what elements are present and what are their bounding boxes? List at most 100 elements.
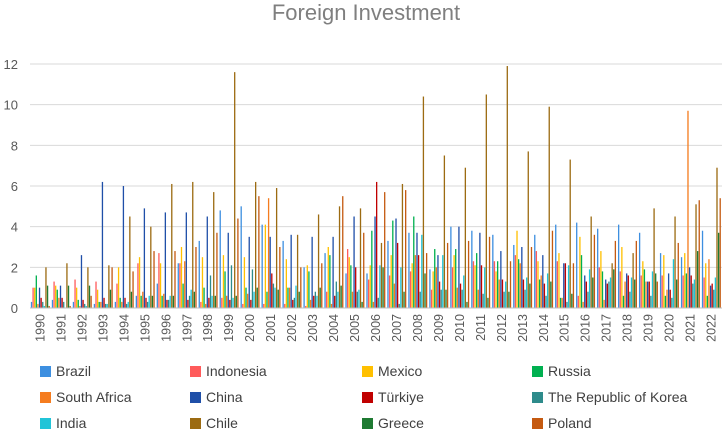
bar-china-2005 (353, 216, 355, 308)
bar-greece-1992 (88, 285, 91, 308)
bar-chile-2008 (422, 96, 425, 308)
bar-chile-1999 (234, 72, 236, 308)
bar-poland-2004 (342, 196, 344, 308)
bar-mexico-2018 (621, 247, 623, 308)
bar-india-1997 (190, 289, 192, 308)
legend-label-indonesia: Indonesia (206, 363, 267, 379)
bar-china-2019 (647, 281, 649, 308)
bar-chile-2021 (695, 204, 697, 308)
bar-russia-1992 (77, 299, 79, 308)
bar-india-2021 (693, 279, 696, 308)
bar-indonesia-2014 (535, 251, 538, 308)
bar-indonesia-2004 (326, 291, 328, 308)
bar-mexico-1997 (180, 247, 183, 308)
bar-india-1992 (85, 305, 87, 308)
bar-india-2012 (505, 281, 507, 308)
x-tick-label: 1992 (75, 314, 89, 342)
bar-poland-2014 (551, 230, 554, 308)
bar-greece-2020 (676, 279, 678, 308)
bar-chile-2014 (548, 106, 550, 308)
bar-indonesia-2000 (242, 303, 244, 308)
bar-greece-2004 (340, 285, 342, 308)
bar-the-republic-of-korea-1992 (84, 303, 86, 308)
bar-brazil-2012 (492, 234, 494, 308)
bar-india-2013 (526, 277, 528, 308)
bar-chile-2013 (527, 151, 529, 308)
x-tick-label: 1996 (159, 314, 173, 342)
bar-india-1998 (211, 295, 213, 308)
bar-chile-2015 (569, 159, 571, 308)
bar-indonesia-1996 (158, 253, 160, 308)
bar-mexico-2007 (390, 255, 392, 308)
bar-the-republic-of-korea-2011 (482, 293, 484, 308)
bar-south-africa-2013 (519, 263, 521, 308)
bars (30, 66, 721, 309)
bar-india-1995 (148, 295, 150, 308)
x-tick-label: 2021 (684, 314, 698, 342)
legend-swatch-mexico (362, 366, 373, 377)
bar-russia-2022 (706, 295, 708, 308)
bar-the-republic-of-korea-2003 (314, 291, 317, 308)
bar-the-republic-of-korea-1993 (105, 303, 107, 308)
bar-t-rkiye-2000 (250, 299, 252, 308)
bar-chile-2004 (338, 206, 341, 308)
bar-greece-2012 (508, 291, 510, 308)
bar-chile-2007 (401, 183, 404, 308)
bar-poland-2022 (719, 198, 721, 308)
y-tick-label: 4 (11, 220, 18, 235)
bar-poland-1998 (216, 232, 218, 308)
x-tick-label: 2004 (327, 314, 341, 342)
bar-poland-1999 (237, 218, 239, 308)
bar-poland-2017 (614, 240, 617, 308)
bar-t-rkiye-1997 (187, 299, 189, 308)
bar-south-africa-2021 (687, 110, 689, 309)
bar-south-africa-2002 (288, 287, 291, 308)
bar-poland-1997 (195, 247, 197, 308)
bar-russia-2018 (622, 295, 625, 308)
bar-india-2019 (651, 271, 654, 308)
bar-mexico-1993 (96, 289, 99, 308)
bar-indonesia-1995 (137, 263, 139, 308)
bar-greece-2002 (298, 291, 300, 308)
bar-india-2022 (714, 277, 717, 308)
bar-russia-1998 (203, 287, 205, 308)
bar-china-2007 (395, 218, 397, 308)
bar-t-rkiye-1994 (124, 297, 126, 308)
bar-russia-2002 (287, 287, 289, 308)
bar-india-2000 (253, 291, 255, 308)
bar-chile-2009 (443, 155, 446, 308)
bar-brazil-1996 (156, 283, 158, 308)
bar-russia-2008 (413, 216, 415, 308)
bar-india-2011 (484, 267, 486, 308)
bar-greece-2005 (361, 301, 363, 308)
bar-t-rkiye-1992 (82, 299, 84, 308)
bar-mexico-2004 (327, 247, 329, 308)
bar-poland-2010 (467, 240, 470, 308)
bar-the-republic-of-korea-2014 (545, 295, 547, 308)
bar-the-republic-of-korea-2007 (398, 303, 400, 308)
bar-china-2004 (332, 236, 334, 308)
legend-swatch-brazil (40, 366, 51, 377)
y-tick-label: 2 (11, 260, 18, 275)
bar-indonesia-2022 (703, 277, 705, 308)
bar-the-republic-of-korea-2000 (251, 269, 254, 308)
bar-russia-2010 (455, 249, 457, 308)
bar-t-rkiye-2001 (271, 273, 273, 308)
legend-label-mexico: Mexico (378, 363, 423, 379)
bar-chile-1993 (108, 265, 110, 308)
bar-greece-2017 (613, 269, 615, 308)
bar-mexico-2020 (663, 255, 665, 308)
bar-russia-2020 (664, 295, 667, 308)
legend-label-t-rkiye: Türkiye (378, 389, 424, 405)
legend-swatch-russia (532, 366, 543, 377)
bar-t-rkiye-2005 (355, 267, 357, 308)
bar-south-africa-2000 (246, 293, 249, 308)
bar-greece-2009 (445, 289, 447, 308)
bar-greece-2013 (529, 283, 531, 308)
bar-poland-2008 (425, 253, 428, 308)
bar-indonesia-2017 (598, 267, 600, 308)
bar-south-africa-2006 (372, 301, 375, 308)
bar-brazil-2005 (345, 273, 347, 308)
bar-indonesia-1991 (53, 281, 55, 308)
bar-china-2015 (563, 263, 565, 308)
